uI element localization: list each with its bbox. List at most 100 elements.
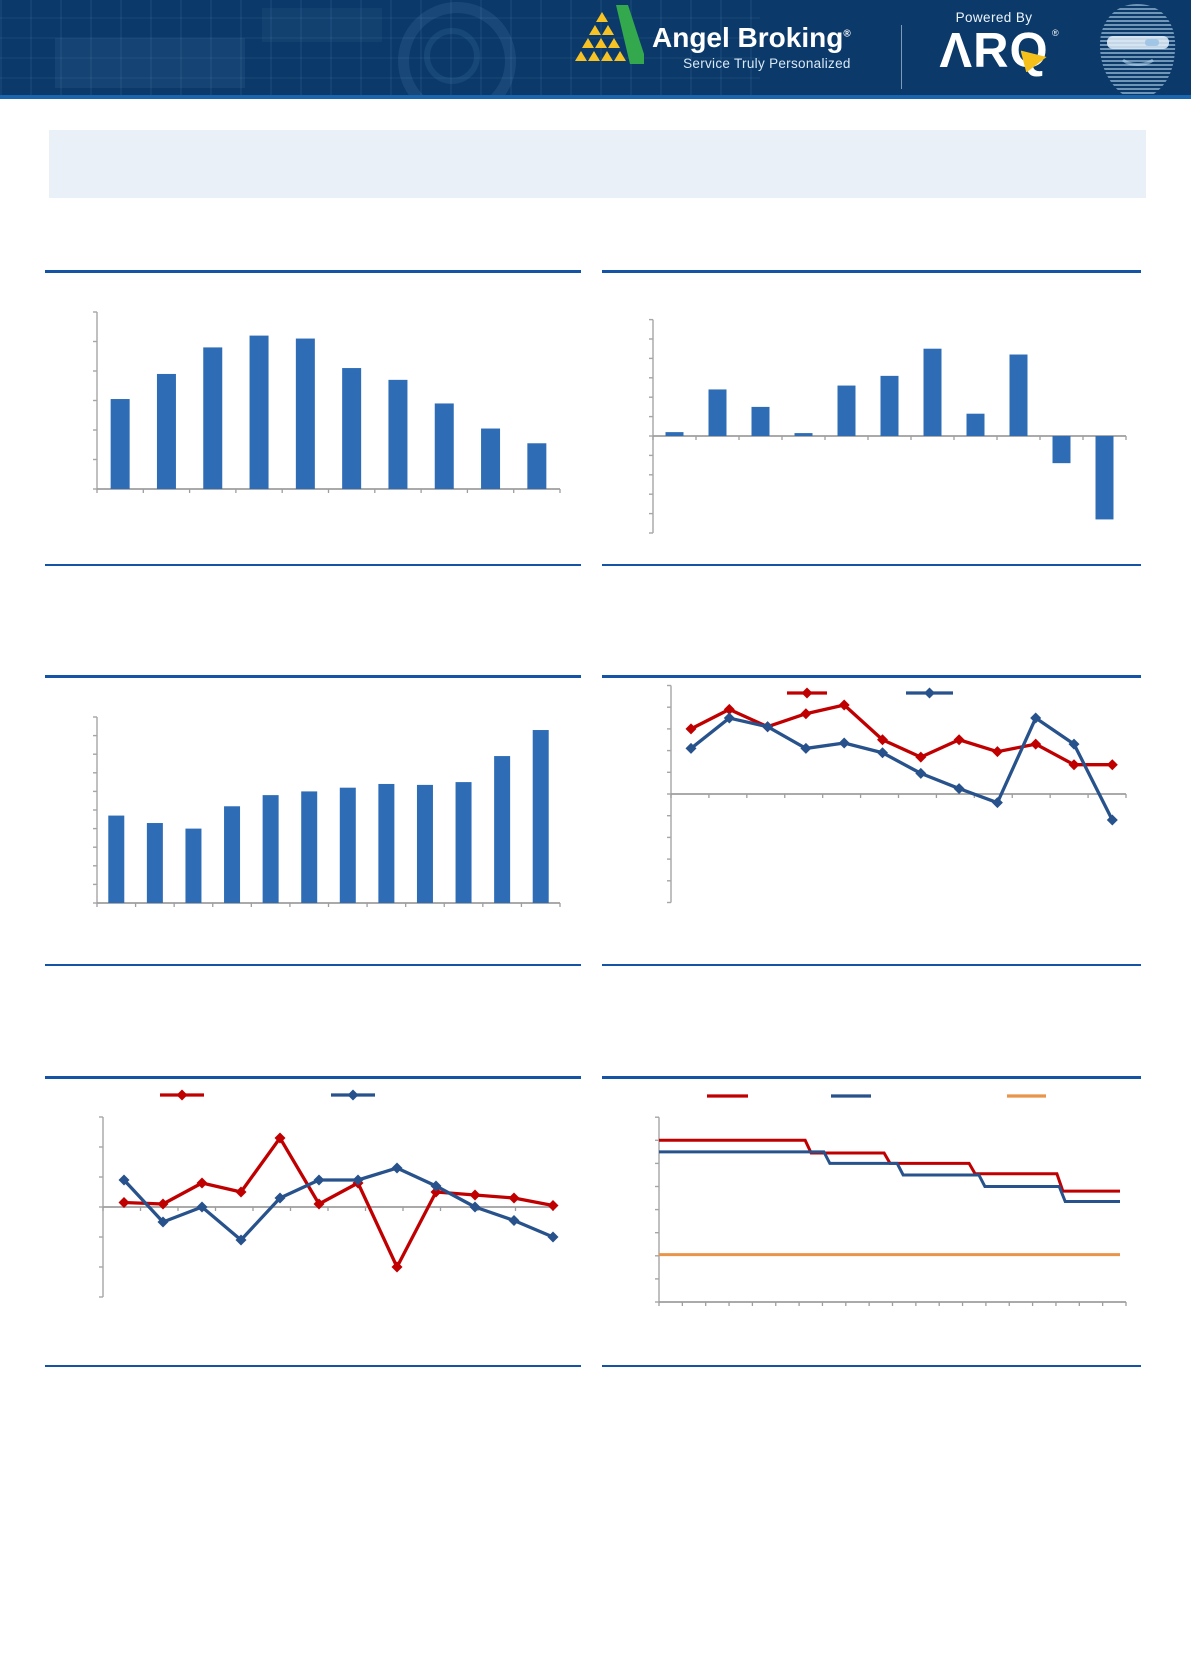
section-divider: [45, 675, 581, 678]
data-point-marker: [508, 1192, 520, 1204]
data-point-marker: [800, 708, 812, 720]
data-point-marker: [877, 747, 888, 759]
data-point-marker: [430, 1180, 442, 1192]
data-point-marker: [685, 723, 697, 735]
bars: [108, 730, 549, 903]
arq-logo: ΛRQ ®: [939, 25, 1058, 77]
data-point-marker: [352, 1174, 364, 1186]
data-point-marker: [801, 687, 813, 699]
bar: [1095, 436, 1114, 520]
bar: [1052, 436, 1071, 464]
data-point-marker: [1068, 759, 1080, 771]
y-axis: [93, 716, 98, 904]
x-axis: [96, 488, 561, 493]
data-point-marker: [313, 1198, 325, 1210]
header-ring-decoration: [424, 28, 480, 84]
data-point-marker: [176, 1089, 188, 1101]
bar: [708, 389, 727, 436]
chart-r1-left: [93, 311, 561, 493]
y-axis: [655, 1116, 660, 1303]
section-divider: [45, 270, 581, 273]
legend-swatch-red-series: [160, 1089, 204, 1101]
robot-head-graphic: [1099, 4, 1176, 96]
section-divider: [602, 1076, 1141, 1079]
bar: [339, 787, 356, 903]
chart-r1-right: [649, 318, 1127, 534]
data-point-marker: [1068, 738, 1080, 750]
section-divider: [602, 675, 1141, 678]
bar: [1009, 354, 1028, 436]
bar: [527, 443, 547, 489]
header-bottom-strip: [0, 95, 1191, 99]
data-point-marker: [915, 751, 927, 763]
bar: [378, 783, 395, 903]
section-divider: [45, 964, 581, 966]
bar: [794, 433, 813, 436]
data-point-marker: [391, 1261, 403, 1273]
series-line: [690, 703, 1113, 767]
header-divider: [901, 25, 902, 89]
brand-tagline: Service Truly Personalized: [683, 56, 851, 71]
data-point-marker: [391, 1162, 403, 1174]
data-point-marker: [838, 699, 850, 711]
data-point-marker: [991, 746, 1003, 758]
x-axis: [96, 902, 561, 907]
chart-r3-left: [99, 1089, 559, 1298]
y-axis: [93, 311, 98, 490]
data-point-marker: [157, 1198, 169, 1210]
data-point-marker: [235, 1234, 247, 1246]
data-point-marker: [347, 1089, 359, 1101]
section-divider: [602, 270, 1141, 273]
data-point-marker: [274, 1132, 286, 1144]
bar: [146, 823, 163, 903]
data-point-marker: [723, 703, 735, 715]
angel-broking-brand: Angel Broking® Service Truly Personalize…: [572, 4, 851, 71]
x-axis: [658, 1301, 1127, 1306]
legend-swatch-navy-series: [906, 687, 953, 699]
bar: [416, 784, 433, 903]
data-point-marker: [877, 734, 888, 746]
series-line: [123, 1136, 554, 1269]
summary-highlight-box: [49, 130, 1146, 198]
data-point-marker: [1030, 712, 1042, 724]
data-point-marker: [953, 734, 965, 746]
data-point-marker: [118, 1174, 130, 1186]
bar: [108, 815, 125, 903]
bar: [262, 795, 279, 903]
bar: [966, 413, 985, 436]
bar: [301, 791, 318, 903]
chart-r3-right: [655, 1094, 1127, 1306]
bar: [923, 348, 942, 436]
bar: [388, 379, 408, 489]
data-point-marker: [157, 1216, 169, 1228]
section-divider: [45, 1076, 581, 1079]
data-point-marker: [469, 1201, 481, 1213]
data-point-marker: [991, 797, 1003, 809]
data-point-marker: [469, 1189, 481, 1201]
data-point-marker: [274, 1192, 286, 1204]
step-line: [659, 1138, 1120, 1193]
data-point-marker: [196, 1177, 208, 1189]
bar: [880, 375, 899, 436]
bars: [110, 335, 547, 489]
series-navy-step: [659, 1150, 1120, 1204]
angel-broking-logo-icon: [575, 5, 644, 64]
legend-swatch-red-series: [787, 687, 827, 699]
data-point-marker: [915, 767, 927, 779]
section-divider: [602, 964, 1141, 966]
series-navy-series: [118, 1162, 559, 1246]
series-red-series: [685, 699, 1118, 771]
step-line: [659, 1150, 1120, 1204]
data-point-marker: [547, 1200, 559, 1211]
data-point-marker: [924, 687, 935, 699]
bar: [532, 730, 549, 903]
bar: [295, 338, 315, 489]
data-point-marker: [723, 712, 735, 724]
series-red-series: [118, 1132, 559, 1273]
chart-r2-left: [93, 716, 561, 907]
bar: [751, 406, 770, 436]
data-point-marker: [196, 1201, 208, 1213]
series-line: [122, 1166, 554, 1242]
brand-text-block: Angel Broking® Service Truly Personalize…: [652, 4, 851, 71]
header-pattern-patch: [262, 8, 382, 42]
